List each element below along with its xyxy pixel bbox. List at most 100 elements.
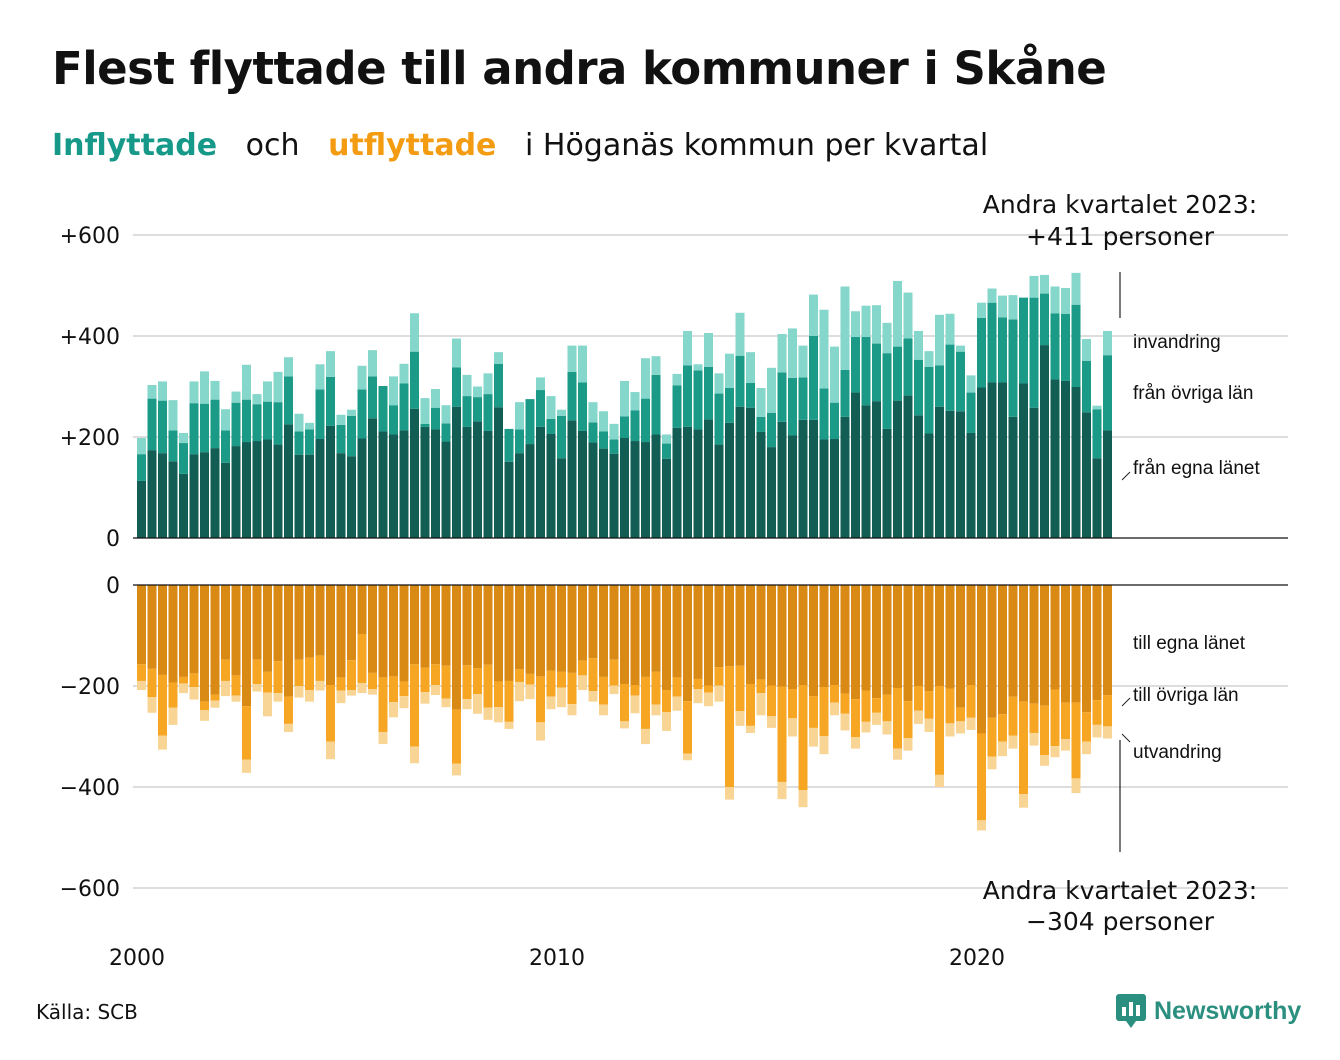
bar-in-0-67 xyxy=(840,416,850,538)
bar-out-0-21 xyxy=(357,585,367,634)
bar-in-0-39 xyxy=(546,433,556,538)
newsworthy-logo-text: Newsworthy xyxy=(1154,996,1302,1025)
bar-in-0-46 xyxy=(620,438,629,538)
bar-out-2-16 xyxy=(305,690,314,702)
bar-in-2-86 xyxy=(1040,274,1049,294)
bar-in-2-17 xyxy=(315,364,325,390)
bar-in-2-44 xyxy=(599,411,608,432)
bar-in-2-32 xyxy=(473,386,482,398)
bar-out-1-5 xyxy=(189,673,199,688)
bar-out-2-90 xyxy=(1082,741,1091,755)
bar-in-1-12 xyxy=(263,401,272,440)
bar-out-0-11 xyxy=(252,585,262,660)
bar-in-2-12 xyxy=(263,381,272,402)
bar-in-0-28 xyxy=(431,429,440,538)
x-tick-2000: 2000 xyxy=(109,946,165,971)
bar-in-0-1 xyxy=(147,450,157,538)
bar-out-2-67 xyxy=(840,713,850,731)
bar-in-2-0 xyxy=(137,438,146,455)
y-tick-in-2: +200 xyxy=(60,426,120,451)
series-label-till-egna-lanet: till egna länet xyxy=(1133,633,1246,654)
bar-in-2-61 xyxy=(777,333,787,373)
bar-in-1-61 xyxy=(777,372,787,422)
bar-in-0-42 xyxy=(578,430,587,538)
bar-in-1-88 xyxy=(1061,313,1070,381)
bar-out-1-63 xyxy=(798,684,808,791)
bar-in-1-24 xyxy=(389,405,398,435)
bar-out-1-0 xyxy=(137,664,146,681)
bar-out-1-42 xyxy=(578,660,587,676)
bar-in-2-52 xyxy=(683,330,692,366)
bar-out-2-9 xyxy=(231,695,241,702)
bar-in-0-38 xyxy=(536,426,545,538)
bar-out-2-53 xyxy=(693,689,703,704)
bar-out-2-57 xyxy=(735,711,745,726)
bar-out-2-55 xyxy=(714,685,724,702)
bar-in-1-91 xyxy=(1092,409,1102,459)
bar-in-0-58 xyxy=(746,407,755,538)
bar-out-0-47 xyxy=(630,585,640,685)
bar-out-0-24 xyxy=(389,585,398,677)
series-label-utvandring: utvandring xyxy=(1133,742,1222,763)
bar-in-2-27 xyxy=(420,398,430,424)
bar-out-0-60 xyxy=(767,585,776,686)
axes: +600 +400 +200 0 0 −200 −400 −600 2000 2010 2020 xyxy=(60,224,1288,971)
bar-in-2-48 xyxy=(641,358,650,399)
bar-out-0-51 xyxy=(672,585,682,678)
bar-in-2-90 xyxy=(1082,339,1091,361)
bar-in-1-69 xyxy=(861,337,871,406)
bar-in-1-80 xyxy=(977,317,986,388)
bar-out-1-18 xyxy=(326,684,335,742)
bar-out-0-28 xyxy=(431,585,440,665)
bar-in-0-24 xyxy=(389,434,398,538)
bar-in-0-59 xyxy=(756,431,766,538)
bar-in-2-59 xyxy=(756,388,766,417)
label-tick-utvandring xyxy=(1121,733,1131,743)
bar-in-2-91 xyxy=(1092,405,1102,410)
bar-in-2-28 xyxy=(431,389,440,408)
subtitle-och: och xyxy=(245,128,300,163)
bar-out-0-35 xyxy=(504,585,514,681)
bar-in-0-57 xyxy=(735,406,745,538)
bar-in-1-7 xyxy=(210,399,220,449)
bar-out-0-82 xyxy=(998,585,1007,715)
label-tick-ovriga-out xyxy=(1121,697,1131,707)
bar-in-1-60 xyxy=(767,412,776,448)
bar-in-1-79 xyxy=(966,392,976,433)
bar-in-1-65 xyxy=(819,388,829,440)
bar-out-2-71 xyxy=(882,721,892,735)
bar-out-2-87 xyxy=(1050,746,1060,758)
bar-in-2-25 xyxy=(399,363,409,384)
bar-in-0-22 xyxy=(368,418,377,538)
bar-out-1-48 xyxy=(641,676,650,729)
bar-out-2-40 xyxy=(557,687,566,708)
bar-in-2-79 xyxy=(966,375,976,393)
bar-in-1-14 xyxy=(284,376,293,425)
bar-in-1-9 xyxy=(231,402,241,447)
bar-out-2-33 xyxy=(483,707,493,720)
bar-out-0-86 xyxy=(1040,585,1049,706)
bar-in-1-31 xyxy=(462,396,472,427)
bar-out-1-8 xyxy=(221,659,230,681)
bar-out-1-77 xyxy=(945,688,955,724)
bar-out-2-38 xyxy=(536,722,545,741)
bar-in-0-6 xyxy=(200,452,209,538)
bar-out-1-44 xyxy=(599,676,608,705)
bar-in-2-64 xyxy=(809,294,818,336)
bar-out-2-78 xyxy=(956,721,965,734)
bar-in-2-14 xyxy=(284,357,293,377)
bar-out-2-34 xyxy=(494,707,503,723)
bar-out-0-92 xyxy=(1103,585,1112,696)
bar-out-1-16 xyxy=(305,657,314,691)
bar-in-2-18 xyxy=(326,351,335,377)
bar-out-2-58 xyxy=(746,725,755,733)
bar-out-0-20 xyxy=(347,585,356,661)
bar-in-0-27 xyxy=(420,426,430,538)
bar-out-1-28 xyxy=(431,664,440,685)
bar-in-0-25 xyxy=(399,430,409,538)
bar-in-2-40 xyxy=(557,409,566,416)
bar-in-1-89 xyxy=(1071,304,1081,388)
bar-in-1-17 xyxy=(315,389,325,440)
bar-in-0-60 xyxy=(767,447,776,538)
y-tick-out-3: −600 xyxy=(60,877,120,902)
